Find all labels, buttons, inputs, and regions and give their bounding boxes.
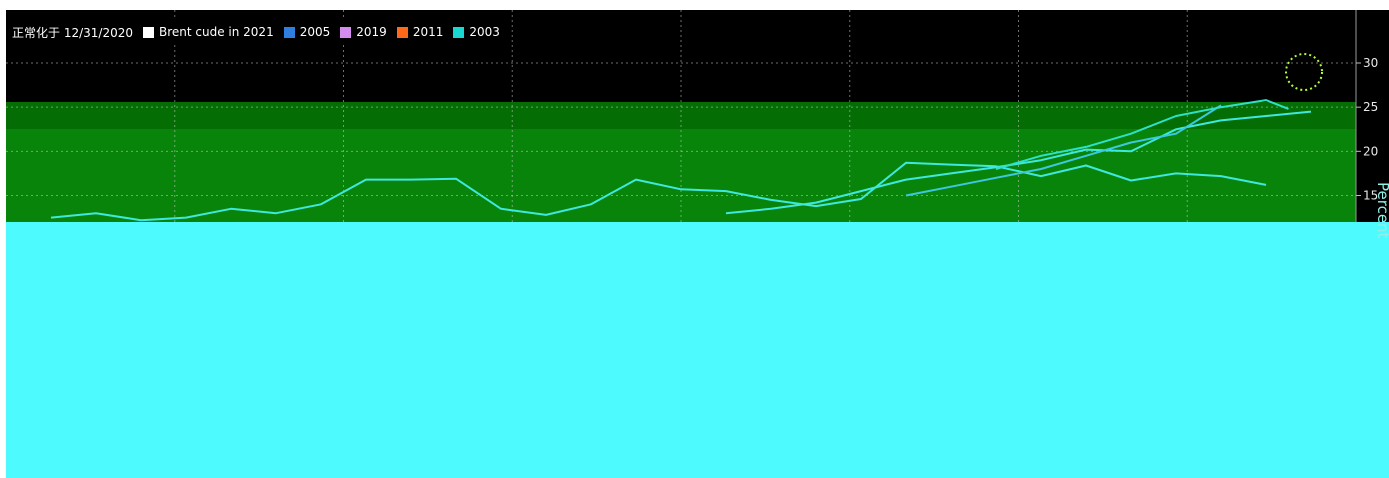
legend-label-2019: 2019 [356,25,387,39]
highlight-ring [1285,53,1323,91]
right-axis-panel [1356,10,1389,222]
legend-header: 正常化于 12/31/2020 [12,25,133,40]
legend-item-2005: 2005 [283,25,331,39]
series-layer [50,99,1312,222]
legend-swatch-brent [142,26,154,38]
legend-label-brent: Brent cude in 2021 [158,25,274,39]
legend-item-2003: 2003 [453,25,500,39]
series-line-1 [725,110,1312,215]
series-line-2 [905,104,1222,197]
legend-item-2011: 2011 [396,25,444,39]
legend-swatch-2005 [283,26,295,38]
series-line-3 [995,99,1289,170]
legend-label-2003: 2003 [469,25,500,39]
legend-swatch-2019 [340,26,352,38]
legend-swatch-2011 [396,26,408,38]
y-tick-label: 30 [1363,56,1378,70]
legend-label-2011: 2011 [412,25,444,39]
legend-item-brent: Brent cude in 2021 [142,25,274,39]
legend-item-2019: 2019 [340,25,387,39]
y-tick-label: 20 [1363,144,1378,158]
y-axis: 15 20 25 30 [1355,10,1378,222]
overlay-region [6,222,1389,478]
y-tick-label: 15 [1363,189,1378,203]
gridlines [6,10,1356,222]
legend-swatch-2003 [453,26,465,38]
legend-label-2005: 2005 [299,25,331,39]
series-line-0 [50,161,1267,222]
chart-legend: 正常化于 12/31/2020 Brent cude in 2021 2005 … [6,20,506,44]
y-axis-label: Percent [1374,182,1389,239]
y-tick-label: 25 [1363,100,1378,114]
